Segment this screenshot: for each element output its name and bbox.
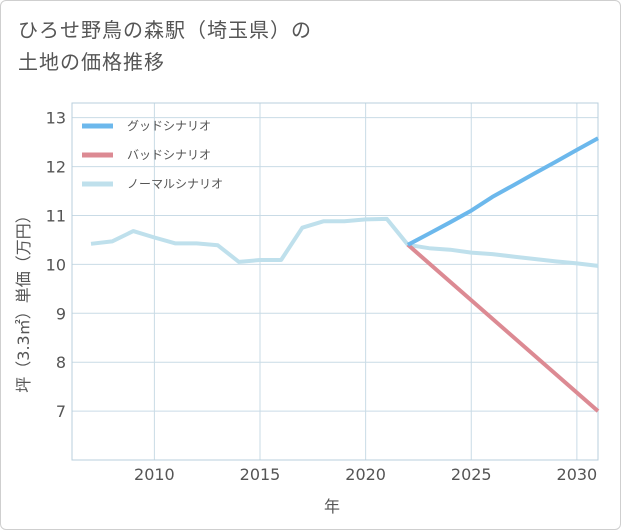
series-layer: [90, 136, 600, 413]
y-tick-label: 7: [56, 402, 66, 421]
x-tick-label: 2020: [345, 465, 386, 484]
legend-label: グッドシナリオ: [127, 119, 211, 133]
series-line-3: [90, 216, 599, 268]
legend-label: バッドシナリオ: [127, 148, 211, 162]
chart-title-line-2: 土地の価格推移: [18, 50, 165, 74]
chart-title-line-1: ひろせ野鳥の森駅（埼玉県）の: [18, 18, 312, 42]
plot-area-border: [71, 102, 599, 461]
series-line-2: [406, 243, 600, 413]
y-tick-label: 8: [56, 353, 66, 372]
y-tick-label: 11: [46, 206, 66, 225]
y-tick-label: 13: [46, 109, 66, 128]
axis-ticks: 7 8 9 10 11 12 13 2010 2015 2020 2025 2030: [46, 109, 598, 484]
chart-title: ひろせ野鳥の森駅（埼玉県）の 土地の価格推移: [18, 14, 438, 78]
x-tick-label: 2030: [557, 465, 598, 484]
x-tick-label: 2015: [240, 465, 281, 484]
grid-lines: [72, 103, 598, 460]
y-tick-label: 9: [56, 304, 66, 323]
y-tick-label: 12: [46, 158, 66, 177]
y-axis-label: 坪（3.3㎡）単価（万円）: [14, 207, 33, 392]
x-tick-label: 2010: [134, 465, 175, 484]
x-axis-label: 年: [324, 497, 340, 516]
y-tick-label: 10: [46, 255, 66, 274]
series-line-1: [406, 136, 599, 247]
legend-label: ノーマルシナリオ: [127, 177, 223, 191]
x-tick-label: 2025: [451, 465, 492, 484]
